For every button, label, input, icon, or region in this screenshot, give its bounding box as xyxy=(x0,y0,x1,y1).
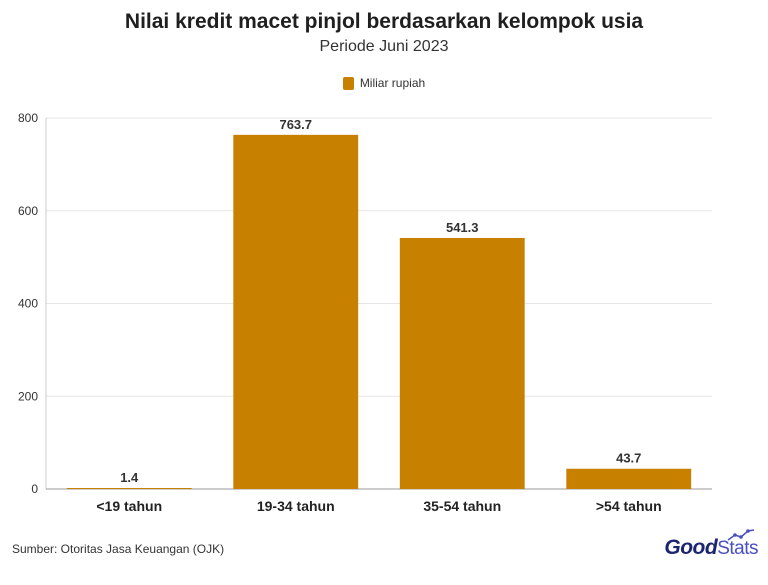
logo-good-text: Good xyxy=(664,536,718,559)
chart-trend-icon xyxy=(727,529,755,541)
data-label: 541.3 xyxy=(446,220,479,235)
goodstats-logo: GoodStats xyxy=(664,529,758,560)
source-note: Sumber: Otoritas Jasa Keuangan (OJK) xyxy=(12,542,225,556)
x-tick-label: 35-54 tahun xyxy=(423,498,501,514)
legend: Miliar rupiah xyxy=(0,76,768,90)
x-tick-label: <19 tahun xyxy=(96,498,162,514)
y-tick-label: 400 xyxy=(18,297,38,311)
x-tick-label: >54 tahun xyxy=(596,498,662,514)
y-tick-label: 200 xyxy=(18,389,38,403)
data-label: 1.4 xyxy=(120,470,139,485)
legend-swatch xyxy=(342,76,354,90)
data-label: 43.7 xyxy=(616,451,641,466)
data-label: 763.7 xyxy=(279,117,312,132)
bar xyxy=(66,488,192,489)
chart-subtitle: Periode Juni 2023 xyxy=(319,38,449,55)
bar xyxy=(399,237,525,489)
y-tick-label: 0 xyxy=(31,482,38,496)
bar xyxy=(566,468,692,489)
chart-title: Nilai kredit macet pinjol berdasarkan ke… xyxy=(124,10,644,33)
logo-stats-text: Stats xyxy=(717,538,758,559)
y-tick-label: 600 xyxy=(18,204,38,218)
x-tick-label: 19-34 tahun xyxy=(257,498,335,514)
bar-chart: 0 200 400 600 800 1.4 <19 tahun 763.7 19-34 tahu… xyxy=(18,111,712,514)
y-tick-label: 800 xyxy=(18,111,38,125)
legend-label: Miliar rupiah xyxy=(359,76,426,90)
bar xyxy=(233,134,359,490)
